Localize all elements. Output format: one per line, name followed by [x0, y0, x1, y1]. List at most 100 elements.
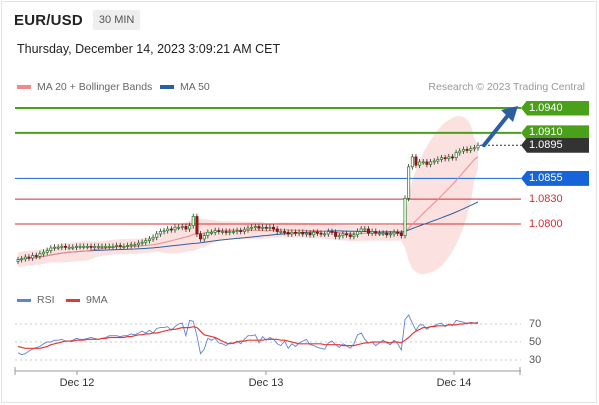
candle	[107, 246, 111, 248]
candle	[436, 159, 440, 162]
candle	[257, 226, 261, 229]
candle	[38, 253, 42, 257]
candle	[60, 246, 64, 248]
ma50-label: MA 50	[180, 81, 210, 93]
candle	[158, 231, 162, 235]
candle	[458, 150, 462, 154]
level-tag-1.0940: 1.0940	[521, 100, 589, 116]
candle	[272, 226, 276, 230]
candle	[118, 245, 122, 247]
rsi-level-50: 50	[529, 336, 542, 348]
candle	[199, 233, 203, 240]
candle	[253, 226, 257, 228]
candle	[246, 227, 250, 231]
level-tag-1.0855: 1.0855	[521, 170, 589, 186]
candle	[56, 246, 60, 249]
candle	[297, 231, 301, 234]
candle	[440, 157, 444, 160]
rsi-line	[17, 314, 479, 356]
rsi-ma9-line	[17, 322, 478, 349]
candle	[461, 149, 465, 152]
candle	[126, 245, 130, 247]
candle	[418, 161, 422, 166]
forecast-arrow-shaft	[482, 112, 511, 148]
candle	[472, 147, 476, 150]
candle	[429, 161, 433, 165]
candle	[180, 226, 184, 228]
candle	[261, 226, 265, 229]
timestamp: Thursday, December 14, 2023 3:09:21 AM C…	[17, 42, 281, 56]
candle	[129, 244, 133, 247]
candle	[27, 256, 31, 259]
candle	[67, 246, 71, 249]
candle	[465, 149, 469, 151]
candle	[312, 231, 316, 236]
rsi-level-70: 70	[529, 318, 542, 330]
candle	[403, 197, 407, 236]
candle	[140, 241, 144, 244]
candle	[283, 231, 287, 233]
chart-header: EUR/USD 30 MIN	[14, 9, 141, 31]
candle	[396, 231, 400, 234]
candle	[166, 228, 170, 232]
candle	[173, 226, 177, 231]
candle	[184, 226, 188, 230]
candle	[290, 231, 294, 235]
candle	[23, 256, 27, 260]
candle	[407, 166, 411, 199]
bollinger-band	[18, 116, 478, 275]
candle	[74, 246, 78, 248]
candle	[323, 233, 327, 236]
candle	[469, 148, 473, 151]
candle	[264, 226, 268, 229]
candle	[392, 231, 396, 235]
symbol-title: EUR/USD	[14, 11, 83, 29]
candle	[447, 156, 451, 159]
candle	[414, 156, 418, 166]
candle	[399, 232, 403, 236]
candle	[169, 228, 173, 231]
timeframe-badge[interactable]: 30 MIN	[92, 10, 141, 30]
candle	[239, 230, 243, 232]
rsi-level-30: 30	[529, 354, 542, 366]
candle	[89, 246, 93, 248]
legend-rsi: RSI	[17, 294, 55, 306]
ma20-swatch	[17, 85, 31, 89]
x-label-dec12: Dec 12	[59, 377, 95, 389]
candle	[220, 231, 224, 233]
candle	[217, 230, 221, 232]
candle	[42, 251, 46, 255]
candle	[385, 232, 389, 236]
candle	[45, 250, 49, 253]
level-label-1.0830: 1.0830	[529, 192, 563, 205]
candle	[301, 231, 305, 235]
candle	[425, 161, 429, 165]
x-label-dec13: Dec 13	[248, 377, 284, 389]
candle	[210, 231, 214, 234]
candle	[363, 228, 367, 231]
candle	[304, 232, 308, 235]
candle	[352, 234, 356, 237]
ma20-label: MA 20 + Bollinger Bands	[37, 81, 153, 93]
ma9-label: 9MA	[86, 294, 108, 306]
candle	[228, 231, 232, 233]
ma50-swatch	[160, 85, 174, 89]
level-tag-1.0895: 1.0895	[521, 137, 589, 153]
candle	[341, 233, 345, 236]
candle	[315, 231, 319, 234]
candle	[111, 246, 115, 248]
candle	[476, 144, 480, 149]
candle	[191, 216, 195, 226]
candle	[293, 231, 297, 234]
candle	[231, 231, 235, 233]
rsi-swatch	[17, 298, 31, 302]
candle	[410, 156, 414, 168]
candle	[286, 231, 290, 235]
candle	[421, 161, 425, 164]
candle	[250, 226, 254, 229]
candle	[319, 232, 323, 235]
candle	[326, 231, 330, 235]
candle	[370, 231, 374, 234]
candle	[381, 232, 385, 235]
